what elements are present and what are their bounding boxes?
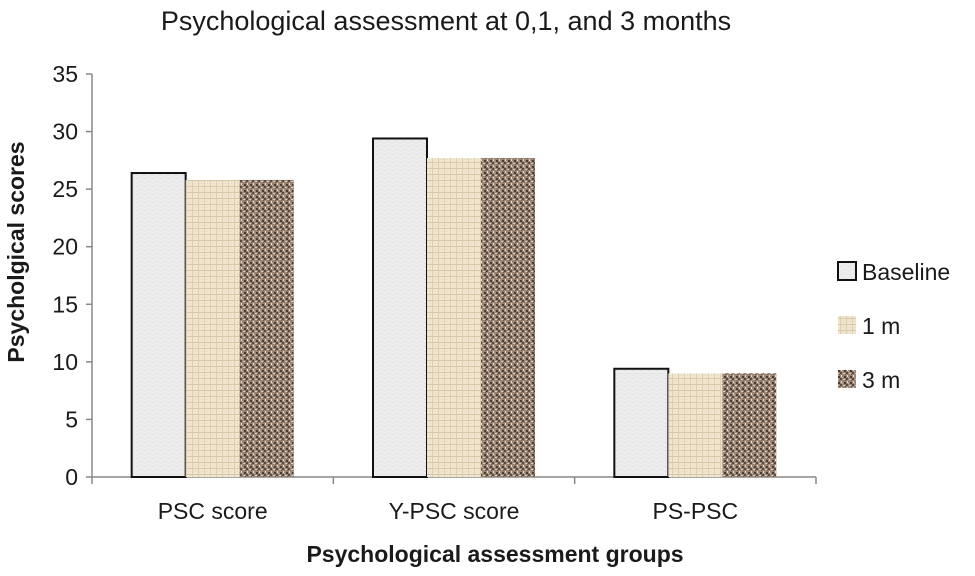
bar-one-0 (185, 179, 240, 477)
legend-swatch-three (838, 370, 856, 388)
bar-baseline-2 (613, 367, 670, 478)
y-tick-label: 15 (52, 291, 78, 317)
legend-label: Baseline (862, 259, 950, 285)
category-label: PSC score (158, 498, 268, 524)
y-ticks: 0 5 10 15 20 25 30 35 (52, 61, 92, 490)
y-tick-label: 35 (52, 61, 78, 87)
chart-title: Psychological assessment at 0,1, and 3 m… (161, 6, 731, 36)
y-tick-label: 10 (52, 349, 78, 375)
category-labels: PSC score Y-PSC score PS-PSC (158, 498, 738, 524)
y-tick-label: 5 (65, 406, 78, 432)
legend: Baseline 1 m 3 m (837, 259, 950, 393)
y-tick-label: 25 (52, 176, 78, 202)
legend-swatch-baseline (837, 261, 857, 281)
bar-baseline-0 (130, 172, 187, 478)
x-axis-label: Psychological assessment groups (306, 541, 683, 567)
bars (130, 137, 777, 478)
bar-baseline-1 (372, 137, 428, 478)
x-ticks (91, 477, 817, 484)
y-tick-label: 30 (52, 119, 78, 145)
y-axis-label: Psycholgical scores (3, 141, 29, 362)
bar-three-0 (239, 179, 294, 477)
bar-three-2 (722, 373, 777, 477)
bar-one-1 (427, 158, 481, 477)
legend-label: 3 m (862, 367, 900, 393)
legend-label: 1 m (862, 313, 900, 339)
legend-swatch-one (838, 316, 856, 334)
y-tick-label: 20 (52, 234, 78, 260)
y-tick-label: 0 (65, 464, 78, 490)
bar-three-1 (481, 158, 535, 477)
bar-one-2 (668, 373, 723, 477)
category-label: PS-PSC (653, 498, 739, 524)
category-label: Y-PSC score (389, 498, 520, 524)
